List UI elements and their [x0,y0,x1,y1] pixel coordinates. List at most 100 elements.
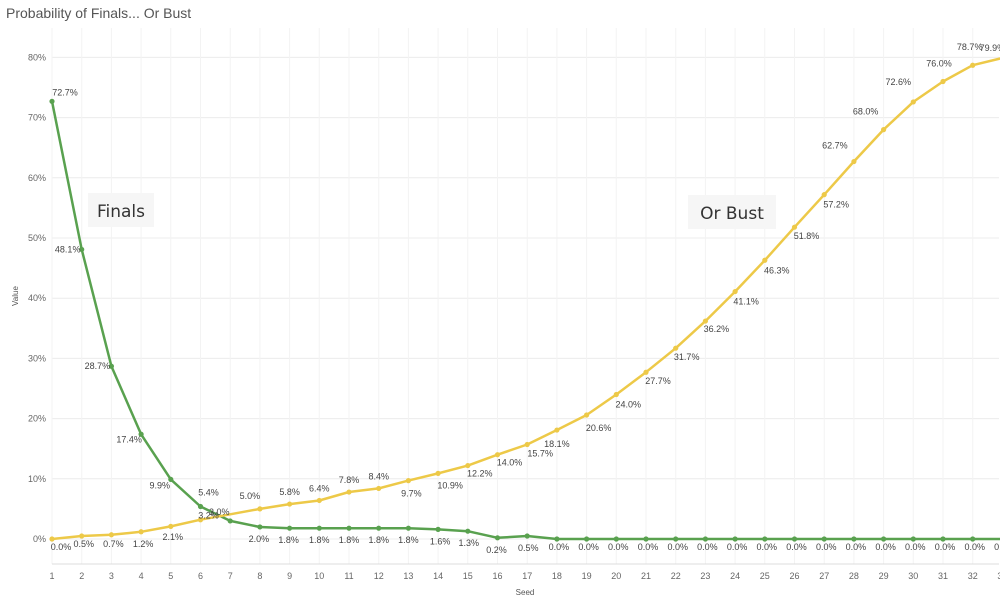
data-label: 9.7% [401,489,422,499]
data-label: 1.8% [278,535,299,545]
data-label: 18.1% [544,439,570,449]
data-label: 0.0% [905,542,926,552]
data-label: 0.0% [816,542,837,552]
x-tick-label: 20 [611,571,621,581]
data-label: 8.4% [368,471,389,481]
data-label: 27.7% [645,376,671,386]
data-point [554,427,560,433]
data-point [762,536,768,542]
data-point [494,535,501,541]
x-tick-label: 6 [198,571,203,581]
data-label: 28.7% [85,361,111,371]
data-point [910,99,916,105]
data-label: 0.0% [638,542,659,552]
x-tick-label: 33 [997,571,1000,581]
annotation-background [688,195,776,229]
x-tick-label: 13 [403,571,413,581]
data-label: 0.0% [786,542,807,552]
x-tick-label: 5 [168,571,173,581]
x-tick-label: 14 [433,571,443,581]
data-label: 51.8% [794,231,820,241]
data-label: 5.4% [198,487,219,497]
data-label: 0.0% [935,542,956,552]
data-point [791,536,798,542]
data-label: 79.9% [980,43,1000,53]
data-label: 2.1% [163,532,184,542]
data-point [465,528,471,534]
data-point [257,506,263,512]
data-point [821,192,827,198]
data-point [643,369,649,375]
data-label: 72.7% [52,87,78,97]
data-label: 76.0% [926,58,952,68]
x-tick-label: 3 [109,571,114,581]
data-point [702,536,709,542]
data-label: 9.9% [150,480,171,490]
data-point [49,536,55,542]
data-point [881,536,887,542]
annotation-finals: Finals [97,202,145,222]
data-label: 3.0% [209,507,230,517]
data-point [287,501,293,507]
x-tick-label: 15 [463,571,473,581]
x-tick-label: 17 [522,571,532,581]
data-label: 0.0% [757,542,778,552]
data-label: 31.7% [674,352,700,362]
data-label: 0.0% [875,542,896,552]
data-label: 17.4% [116,434,142,444]
data-point [673,536,679,542]
data-label: 1.8% [339,535,360,545]
series-line-0 [50,100,1000,541]
y-tick-label: 50% [28,233,46,243]
chart-title: Probability of Finals... Or Bust [6,5,192,21]
data-label: 0.0% [608,542,629,552]
data-label: 36.2% [704,324,730,334]
y-tick-label: 60% [28,173,46,183]
data-label: 1.6% [430,536,451,546]
data-label: 62.7% [822,141,848,151]
data-point [405,525,411,531]
x-tick-label: 16 [492,571,502,581]
annotation-or-bust: Or Bust [700,204,764,224]
x-tick-label: 10 [314,571,324,581]
x-tick-label: 28 [849,571,859,581]
data-label: 0.0% [994,542,1000,552]
data-point [138,431,144,437]
data-point [494,452,501,458]
x-tick-label: 31 [938,571,948,581]
data-point [79,533,85,539]
data-label: 5.8% [279,487,300,497]
data-point [970,62,976,68]
data-label: 0.5% [73,539,94,549]
x-tick-label: 25 [760,571,770,581]
y-axis-title: Value [11,286,20,306]
data-label: 0.0% [727,542,748,552]
x-tick-label: 19 [582,571,592,581]
x-tick-label: 21 [641,571,651,581]
data-point [732,288,738,295]
data-point [910,536,916,542]
y-tick-label: 0% [33,534,46,544]
data-point [524,533,530,539]
data-point [316,525,322,531]
data-point [197,503,204,510]
data-point [673,345,679,351]
y-tick-label: 40% [28,293,46,303]
x-tick-label: 11 [344,571,353,581]
y-tick-label: 10% [28,474,46,484]
x-tick-label: 7 [228,571,233,581]
x-tick-label: 26 [789,571,799,581]
data-label: 2.0% [249,534,270,544]
data-point [821,536,827,542]
data-point [168,476,174,483]
x-tick-label: 24 [730,571,740,581]
data-label: 10.9% [437,480,463,490]
x-tick-label: 1 [49,571,54,581]
x-tick-label: 18 [552,571,562,581]
data-point [613,391,619,398]
data-label: 12.2% [467,469,493,479]
data-label: 0.0% [846,542,867,552]
data-label: 68.0% [853,107,879,117]
data-label: 0.0% [578,542,599,552]
